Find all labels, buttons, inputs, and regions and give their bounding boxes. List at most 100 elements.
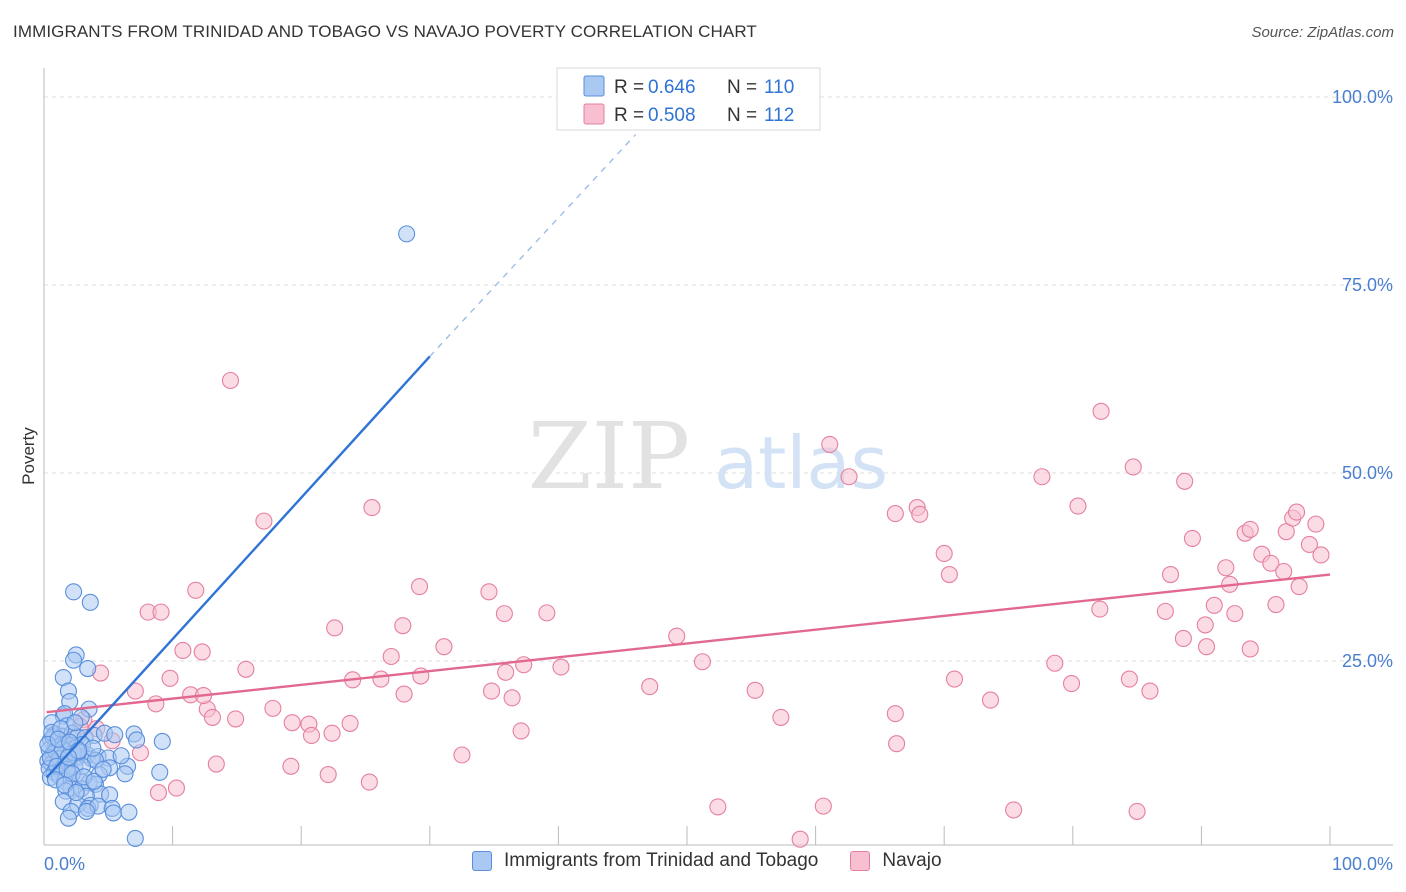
y-tick-label-3: 100.0% <box>1332 87 1393 107</box>
trend-lines <box>45 134 1331 779</box>
navajo-point-107 <box>1307 515 1325 533</box>
navajo-point-35 <box>503 689 521 707</box>
trinidad-point-78 <box>77 802 95 820</box>
navajo-point-77 <box>1069 497 1087 515</box>
watermark-atlas: atlas <box>714 421 888 505</box>
legend-item-trinidad: Immigrants from Trinidad and Tobago <box>472 850 818 872</box>
navajo-point-65 <box>888 735 906 753</box>
navajo-point-38 <box>282 757 300 775</box>
navajo-point-105 <box>1290 578 1308 596</box>
navajo-point-54 <box>227 710 245 728</box>
legend-r-label-2: R = <box>614 105 644 126</box>
trinidad-point-22 <box>106 726 124 744</box>
legend-r-value-2: 0.508 <box>648 105 696 126</box>
trinidad-point-102 <box>94 760 112 778</box>
navajo-point-106 <box>1300 535 1318 553</box>
trinidad-point-2 <box>81 593 99 611</box>
navajo-point-94 <box>1226 605 1244 623</box>
navajo-point-78 <box>1092 402 1110 420</box>
navajo-point-84 <box>1161 565 1180 584</box>
navajo-point-75 <box>1046 654 1064 672</box>
navajo-point-27 <box>302 726 321 744</box>
navajo-point-16 <box>174 641 192 660</box>
navajo-point-7 <box>435 638 453 656</box>
x-tick-label-max: 100.0% <box>1332 854 1393 874</box>
navajo-point-12 <box>341 714 359 732</box>
navajo-point-58 <box>668 627 686 645</box>
navajo-point-71 <box>945 670 964 688</box>
legend-n-value-2: 112 <box>764 105 794 126</box>
navajo-point-25 <box>283 714 301 732</box>
navajo-point-70 <box>940 565 958 584</box>
legend-item-navajo: Navajo <box>850 850 942 872</box>
navajo-point-5 <box>394 617 412 635</box>
trinidad-point-4 <box>79 659 97 678</box>
trinidad-point-109 <box>59 748 77 766</box>
trinidad-trend-extension <box>429 134 637 357</box>
trinidad-point-89 <box>84 739 102 757</box>
navajo-points <box>48 371 1330 848</box>
navajo-point-9 <box>495 605 513 623</box>
legend-r-label-1: R = <box>614 77 644 98</box>
navajo-point-82 <box>1128 802 1146 820</box>
navajo-point-24 <box>264 699 282 717</box>
navajo-point-76 <box>1062 675 1081 693</box>
trinidad-point-5 <box>65 651 83 669</box>
navajo-point-88 <box>1183 529 1201 547</box>
navajo-point-34 <box>497 663 515 681</box>
trinidad-point-59 <box>116 765 134 783</box>
trinidad-point-0 <box>398 225 416 243</box>
navajo-point-19 <box>147 695 165 713</box>
navajo-point-87 <box>1176 472 1194 490</box>
navajo-point-17 <box>193 643 211 661</box>
navajo-point-40 <box>360 773 378 791</box>
navajo-point-64 <box>886 705 904 723</box>
legend-n-label-1: N = <box>727 77 757 98</box>
navajo-point-33 <box>482 682 501 700</box>
legend-swatch-trinidad <box>472 851 492 871</box>
navajo-point-56 <box>515 656 533 674</box>
navajo-trend-line <box>46 573 1331 714</box>
navajo-point-43 <box>167 779 186 797</box>
trinidad-point-81 <box>120 803 138 821</box>
legend-r-value-1: 0.646 <box>648 77 696 98</box>
series-legend: Immigrants from Trinidad and Tobago Nava… <box>472 850 974 872</box>
navajo-point-57 <box>641 678 659 696</box>
stats-legend: R = 0.646 N = 110 R = 0.508 N = 112 <box>556 67 821 131</box>
navajo-point-109 <box>709 798 727 816</box>
navajo-point-74 <box>1033 468 1051 486</box>
trinidad-point-106 <box>112 747 130 765</box>
legend-label-trinidad: Immigrants from Trinidad and Tobago <box>504 850 819 871</box>
navajo-point-6 <box>382 647 400 666</box>
navajo-point-55 <box>152 603 170 621</box>
navajo-point-37 <box>453 746 471 764</box>
navajo-point-18 <box>126 682 144 700</box>
navajo-point-69 <box>935 544 953 563</box>
trinidad-point-25 <box>153 732 171 751</box>
legend-swatch-navajo <box>850 851 871 871</box>
legend-n-value-1: 110 <box>764 77 794 98</box>
navajo-point-4 <box>326 619 344 637</box>
grid-lines <box>44 96 1393 662</box>
navajo-point-66 <box>886 505 904 523</box>
legend-label-navajo: Navajo <box>882 850 942 871</box>
legend-swatch-pink <box>583 103 605 125</box>
navajo-point-31 <box>395 685 413 703</box>
navajo-point-2 <box>363 499 381 517</box>
navajo-point-3 <box>410 578 429 596</box>
watermark-zip: ZIP <box>528 403 690 510</box>
y-axis-label: Poverty <box>19 427 38 485</box>
navajo-point-0 <box>221 371 240 390</box>
trinidad-trend-line <box>45 355 431 779</box>
trinidad-point-79 <box>104 804 122 822</box>
navajo-point-104 <box>1288 503 1306 521</box>
navajo-point-96 <box>1241 520 1259 538</box>
navajo-point-73 <box>1005 801 1023 819</box>
navajo-point-63 <box>840 468 858 486</box>
navajo-point-83 <box>1141 682 1159 700</box>
navajo-point-108 <box>1312 546 1330 564</box>
navajo-point-68 <box>911 505 929 523</box>
navajo-point-62 <box>821 435 839 453</box>
navajo-point-1 <box>255 512 273 530</box>
navajo-point-8 <box>480 583 498 601</box>
